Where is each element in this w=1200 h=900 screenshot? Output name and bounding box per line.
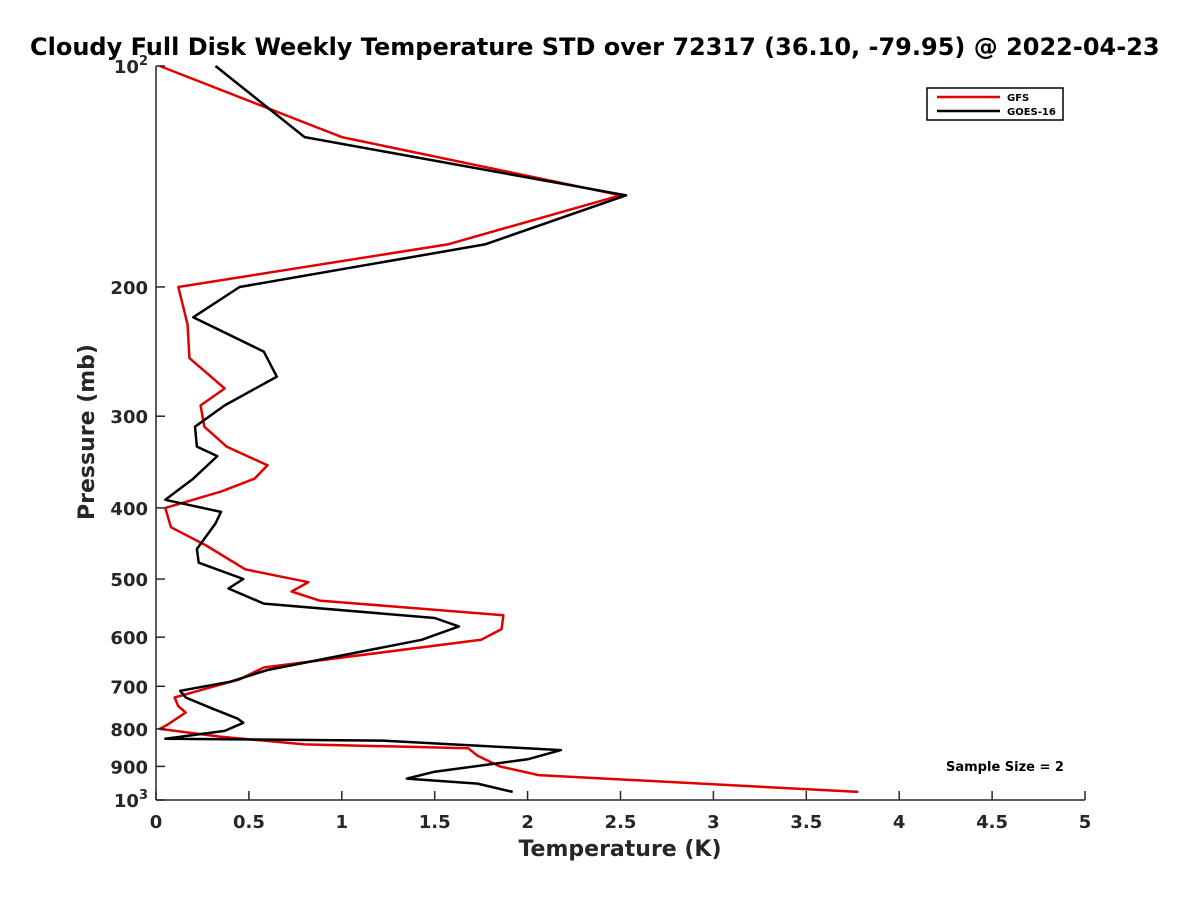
legend-label-gfs: GFS — [1007, 93, 1029, 104]
chart-title: Cloudy Full Disk Weekly Temperature STD … — [30, 33, 1160, 61]
legend-label-goes-16: GOES-16 — [1007, 107, 1056, 118]
x-tick-label: 1 — [336, 812, 349, 833]
y-tick-label: 600 — [110, 628, 148, 649]
x-tick-label: 0 — [150, 812, 163, 833]
x-tick-label: 4 — [893, 812, 906, 833]
x-tick-label: 5 — [1079, 812, 1092, 833]
y-ticks: 102 200 300 400 500 600 700 800 900 103 — [110, 54, 165, 812]
x-ticks: 0 0.5 1 1.5 2 2.5 3 3.5 4 4.5 5 — [150, 791, 1092, 833]
y-tick-label: 102 — [114, 54, 148, 78]
y-tick-label: 103 — [114, 788, 148, 812]
y-tick-label: 200 — [110, 278, 148, 299]
legend-box — [926, 87, 1064, 121]
y-tick-label: 500 — [110, 570, 148, 591]
sample-size-annotation: Sample Size = 2 — [946, 760, 1064, 775]
x-tick-label: 4.5 — [976, 812, 1008, 833]
y-tick-label: 400 — [110, 499, 148, 520]
y-tick-label: 800 — [110, 720, 148, 741]
y-tick-label: 700 — [110, 677, 148, 698]
y-tick-label: 300 — [110, 407, 148, 428]
legend: GFS GOES-16 — [926, 87, 1064, 121]
x-axis-label: Temperature (K) — [518, 837, 721, 862]
y-tick-label: 900 — [110, 757, 148, 778]
x-tick-label: 1.5 — [419, 812, 451, 833]
y-axis-label: Pressure (mb) — [75, 344, 100, 520]
x-tick-label: 2.5 — [605, 812, 637, 833]
x-tick-label: 3.5 — [790, 812, 822, 833]
x-tick-label: 3 — [707, 812, 720, 833]
plot-lines — [158, 64, 859, 794]
x-tick-label: 0.5 — [233, 812, 265, 833]
x-tick-label: 2 — [521, 812, 534, 833]
series-line-goes-16 — [164, 65, 628, 794]
